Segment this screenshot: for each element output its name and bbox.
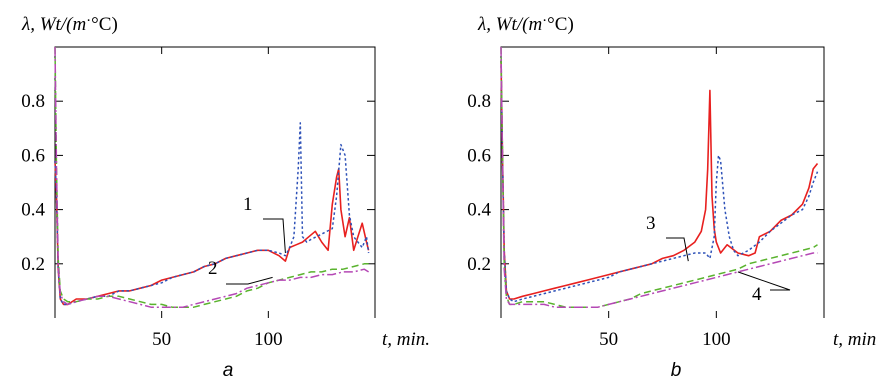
y-axis-title: λ, Wt/(m·°C) [21,13,118,35]
annotation-leader [263,218,286,254]
x-tick-label: 50 [152,329,171,350]
panel-label: b [671,360,682,378]
chart-panel-a: 0.2 0.4 0.6 0.8 50 100 λ, Wt/(m·°C) t, min. a 1 2 [21,13,430,378]
y-tick-label: 0.4 [467,200,491,221]
series-line-dashdot [54,46,369,308]
curve-annotation-label: 4 [752,284,762,305]
series-line-solid [500,60,819,300]
y-tick-label: 0.2 [21,254,45,275]
x-tick-label: 100 [254,329,283,350]
y-tick-label: 0.6 [467,145,491,166]
y-axis-title: λ, Wt/(m·°C) [477,13,574,35]
annotation-leader [226,276,273,285]
series-line-dotted [500,60,819,303]
curve-annotation-label: 1 [243,194,253,215]
series-line-dashed [54,46,369,308]
plot-frame [500,46,825,318]
series-line-dashdot [500,46,818,308]
series-line-solid [54,160,370,306]
curve-annotation-label: 2 [208,258,218,279]
curve-annotation-label: 3 [646,213,656,234]
x-axis-title: t, min. [382,329,430,350]
annotation-leader [737,271,791,291]
y-tick-label: 0.4 [21,200,45,221]
y-tick-label: 0.2 [467,254,491,275]
annotation-leader [666,237,689,262]
x-tick-label: 100 [702,329,731,350]
series-line-dotted [54,122,370,306]
y-tick-label: 0.6 [21,145,45,166]
chart-panel-b: 0.2 0.4 0.6 0.8 50 100 λ, Wt/(m·°C) t, min b 3 4 [467,13,876,378]
y-tick-label: 0.8 [467,91,491,112]
series-line-dashed [500,46,818,308]
x-tick-label: 50 [599,329,618,350]
x-axis-title: t, min [833,329,876,350]
panel-label: a [223,360,234,378]
y-tick-label: 0.8 [21,91,45,112]
plot-frame [54,46,376,318]
